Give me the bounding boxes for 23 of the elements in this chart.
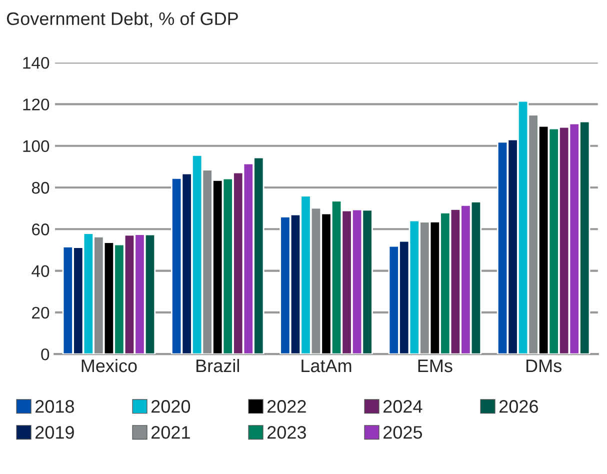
- y-tick-label: 120: [23, 98, 50, 110]
- y-tick-label: 80: [32, 182, 50, 194]
- chart-title: Government Debt, % of GDP: [6, 12, 238, 28]
- legend-label: 2019: [36, 426, 74, 439]
- y-tick-label: 0: [41, 348, 50, 360]
- legend-label: 2022: [268, 400, 306, 413]
- y-tick-label: 60: [32, 224, 50, 236]
- legend-label: 2020: [152, 400, 190, 413]
- legend-label: 2021: [152, 426, 190, 439]
- legend-label: 2018: [36, 400, 74, 413]
- y-tick-label: 40: [32, 265, 50, 277]
- x-tick-label: LatAm: [302, 360, 352, 372]
- x-tick-label: EMs: [418, 360, 452, 372]
- legend-label: 2023: [268, 426, 306, 439]
- x-tick-label: Brazil: [196, 358, 239, 372]
- legend-label: 2024: [384, 400, 422, 413]
- x-tick-label: Mexico: [82, 358, 137, 372]
- legend-label: 2026: [500, 400, 538, 413]
- x-tick-label: DMs: [526, 360, 562, 372]
- y-tick-label: 100: [23, 140, 50, 152]
- y-tick-label: 20: [32, 306, 50, 319]
- y-tick-label: 140: [23, 56, 50, 69]
- legend-label: 2025: [384, 426, 422, 439]
